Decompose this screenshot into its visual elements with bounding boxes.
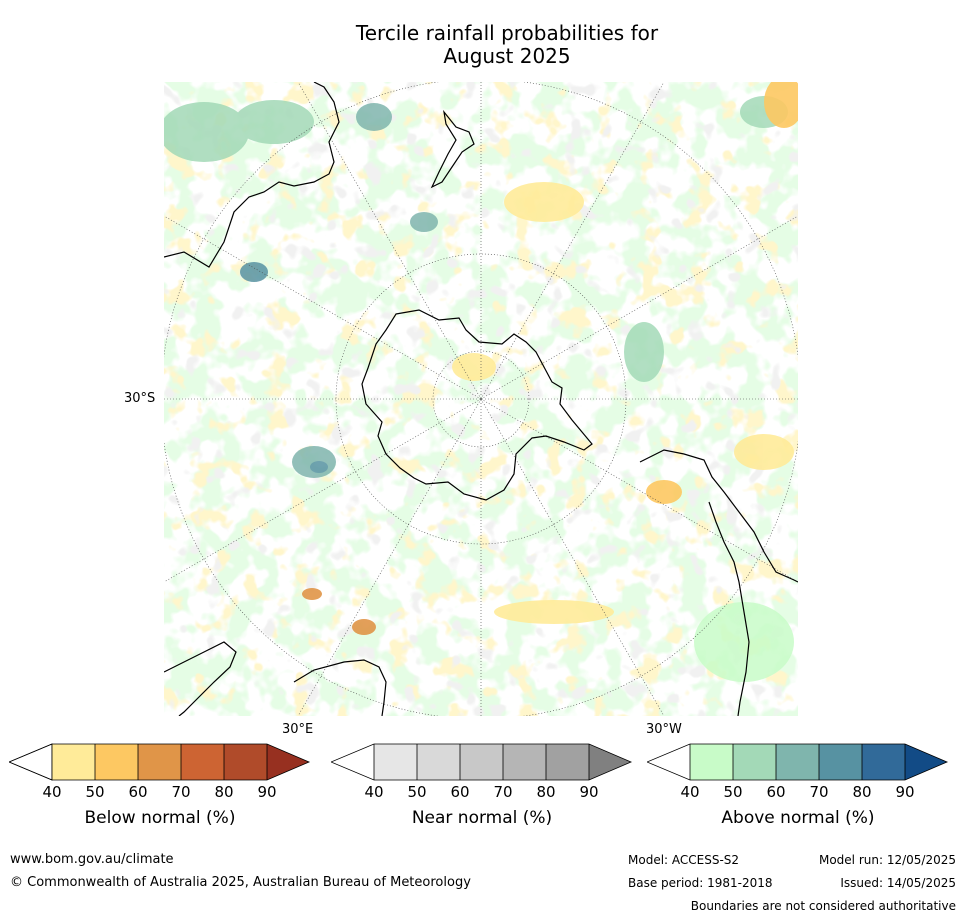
below-tick-40: 40 — [42, 783, 62, 801]
below-tick-60: 60 — [128, 783, 148, 801]
antarctica-coast — [361, 309, 593, 501]
below-normal-patches — [302, 82, 798, 635]
above-tick-90: 90 — [895, 783, 915, 801]
above-tick-60: 60 — [766, 783, 786, 801]
near-tick-70: 70 — [493, 783, 513, 801]
south-america-coast — [639, 449, 798, 583]
lon-label-30w: 30°W — [646, 722, 682, 737]
near-tick-60: 60 — [450, 783, 470, 801]
base-period-text: Base period: 1981-2018 — [628, 876, 773, 890]
coastlines — [164, 82, 798, 716]
near-normal-colorbar — [331, 743, 633, 781]
below-normal-colorbar — [9, 743, 311, 781]
map-title: Tercile rainfall probabilities for Augus… — [0, 22, 965, 68]
below-tick-80: 80 — [214, 783, 234, 801]
title-line-1: Tercile rainfall probabilities for — [355, 21, 659, 45]
south-polar-map — [164, 82, 798, 716]
model-run-text: Model run: 12/05/2025 — [818, 853, 956, 867]
above-tick-40: 40 — [680, 783, 700, 801]
near-tick-50: 50 — [407, 783, 427, 801]
above-normal-label: Above normal (%) — [721, 808, 875, 828]
south-america-west — [708, 501, 750, 716]
below-tick-90: 90 — [257, 783, 277, 801]
below-normal-label: Below normal (%) — [84, 808, 236, 828]
disclaimer-text: Boundaries are not considered authoritat… — [690, 899, 956, 913]
above-tick-70: 70 — [809, 783, 829, 801]
lon-label-30e: 30°E — [282, 722, 314, 737]
below-tick-70: 70 — [171, 783, 191, 801]
graticule — [164, 82, 798, 716]
copyright-text: © Commonwealth of Australia 2025, Austra… — [10, 875, 471, 890]
near-normal-label: Near normal (%) — [411, 808, 553, 828]
near-tick-90: 90 — [579, 783, 599, 801]
title-line-2: August 2025 — [443, 44, 571, 68]
below-tick-50: 50 — [85, 783, 105, 801]
above-normal-colorbar — [647, 743, 949, 781]
near-tick-40: 40 — [364, 783, 384, 801]
above-tick-50: 50 — [723, 783, 743, 801]
australia-coast — [164, 82, 340, 268]
website-link[interactable]: www.bom.gov.au/climate — [10, 852, 174, 867]
model-text: Model: ACCESS-S2 — [628, 853, 740, 867]
africa-coast — [164, 641, 237, 716]
near-tick-80: 80 — [536, 783, 556, 801]
issued-text: Issued: 14/05/2025 — [840, 876, 956, 890]
africa-coast-2 — [293, 659, 387, 716]
above-tick-80: 80 — [852, 783, 872, 801]
new-zealand-coast — [430, 109, 475, 189]
lat-label-30s: 30°S — [124, 391, 156, 406]
